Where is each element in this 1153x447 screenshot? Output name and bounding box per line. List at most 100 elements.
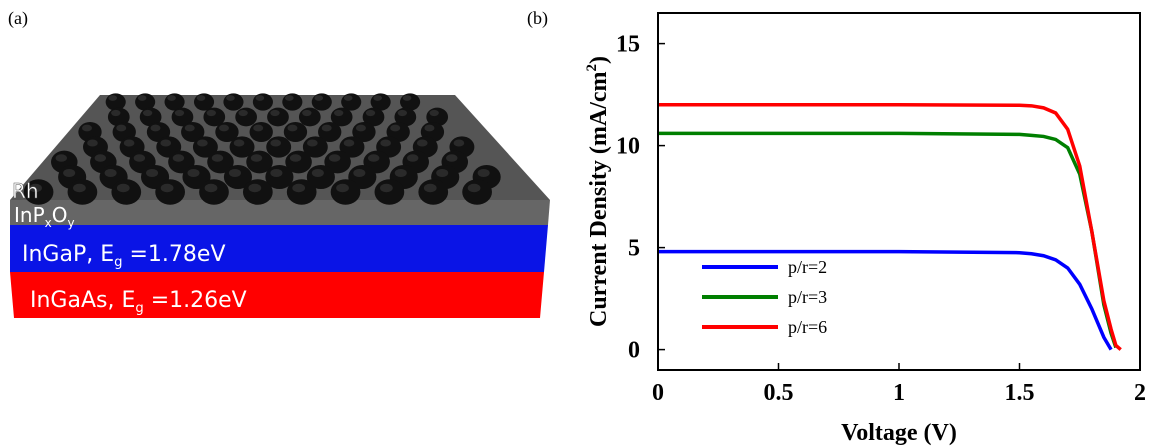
dome-highlight bbox=[380, 139, 391, 146]
x-tick-label: 0.5 bbox=[764, 380, 794, 406]
text-part: 2 bbox=[584, 64, 600, 72]
dome-highlight bbox=[105, 169, 117, 177]
dome bbox=[111, 179, 141, 204]
dome-highlight bbox=[197, 95, 206, 101]
dome bbox=[418, 179, 448, 204]
plot-frame bbox=[658, 13, 1140, 370]
dome-highlight bbox=[290, 154, 301, 162]
dome-highlight bbox=[234, 139, 245, 146]
dome-highlight bbox=[407, 154, 418, 162]
dome-highlight bbox=[353, 169, 365, 177]
text-part: InP bbox=[14, 203, 45, 227]
x-tick-label: 0 bbox=[652, 380, 664, 406]
dome-highlight bbox=[336, 184, 349, 192]
y-tick-label: 15 bbox=[616, 32, 640, 58]
dome-highlight bbox=[368, 154, 379, 162]
dome-highlight bbox=[380, 184, 393, 192]
dome-highlight bbox=[124, 139, 135, 146]
x-tick-label: 1.5 bbox=[1005, 380, 1035, 406]
dome bbox=[267, 108, 289, 127]
dome-highlight bbox=[173, 154, 184, 162]
panel-label: (b) bbox=[527, 8, 548, 29]
dome bbox=[155, 179, 185, 204]
text-part: g bbox=[114, 255, 122, 270]
dome-highlight bbox=[307, 139, 318, 146]
dome bbox=[266, 136, 291, 157]
dome bbox=[284, 122, 307, 142]
text-part: InGaP, E bbox=[22, 242, 114, 267]
dome-highlight bbox=[229, 169, 241, 177]
x-tick-label: 2 bbox=[1134, 380, 1146, 406]
dome-highlight bbox=[292, 184, 305, 192]
text-part: O bbox=[52, 203, 68, 227]
dome-highlight bbox=[161, 184, 174, 192]
dome-highlight bbox=[314, 95, 323, 101]
dome bbox=[199, 179, 229, 204]
dome-highlight bbox=[238, 110, 247, 116]
dome bbox=[250, 122, 273, 142]
dome-highlight bbox=[270, 169, 282, 177]
x-tick-label: 1 bbox=[893, 380, 905, 406]
dome-highlight bbox=[212, 154, 223, 162]
dome-highlight bbox=[253, 125, 263, 132]
dome-highlight bbox=[334, 110, 343, 116]
dome-highlight bbox=[329, 154, 340, 162]
y-tick-label: 10 bbox=[616, 134, 640, 160]
dome-highlight bbox=[398, 110, 407, 116]
dome-highlight bbox=[403, 95, 412, 101]
y-tick-label: 0 bbox=[628, 338, 640, 364]
dome-highlight bbox=[219, 125, 229, 132]
legend-label: p/r=3 bbox=[788, 287, 827, 307]
dome-highlight bbox=[373, 95, 382, 101]
dome-highlight bbox=[185, 125, 195, 132]
dome-highlight bbox=[424, 184, 437, 192]
data-line bbox=[658, 133, 1116, 347]
dome-highlight bbox=[366, 110, 375, 116]
dome-highlight bbox=[205, 184, 218, 192]
dome bbox=[375, 179, 405, 204]
dome-highlight bbox=[63, 169, 75, 177]
dome-highlight bbox=[73, 184, 86, 192]
x-axis-label: Voltage (V) bbox=[841, 420, 957, 446]
dome bbox=[287, 179, 317, 204]
dome bbox=[235, 108, 257, 127]
dome-highlight bbox=[82, 125, 92, 132]
dome-highlight bbox=[344, 139, 355, 146]
layer-label: InPxOy bbox=[14, 203, 75, 230]
oxide-layer bbox=[10, 200, 550, 225]
dome-highlight bbox=[356, 125, 366, 132]
dome-highlight bbox=[430, 110, 439, 116]
dome-highlight bbox=[344, 95, 353, 101]
legend-label: p/r=6 bbox=[788, 317, 827, 337]
y-axis-label: Current Density (mA/cm2) bbox=[584, 56, 612, 327]
dome-highlight bbox=[111, 110, 120, 116]
dome-highlight bbox=[175, 110, 184, 116]
panel-label: (a) bbox=[8, 8, 28, 29]
dome-highlight bbox=[134, 154, 145, 162]
dome-highlight bbox=[108, 95, 117, 101]
dome bbox=[299, 108, 321, 127]
dome bbox=[462, 179, 492, 204]
text-part: =1.78eV bbox=[123, 242, 226, 267]
data-line bbox=[658, 105, 1121, 350]
dome-highlight bbox=[150, 125, 160, 132]
dome-highlight bbox=[143, 110, 152, 116]
layer-label: Rh bbox=[12, 179, 39, 203]
dome-highlight bbox=[146, 169, 158, 177]
y-tick-label: 5 bbox=[628, 236, 640, 262]
text-part: =1.26eV bbox=[144, 288, 247, 313]
dome-highlight bbox=[302, 110, 311, 116]
text-part: g bbox=[135, 301, 143, 316]
dome-highlight bbox=[197, 139, 208, 146]
dome-highlight bbox=[395, 169, 407, 177]
dome-highlight bbox=[226, 95, 235, 101]
dome-highlight bbox=[436, 169, 448, 177]
dome-highlight bbox=[446, 154, 457, 162]
text-part: Current Density (mA/cm bbox=[586, 71, 612, 327]
text-part: InGaAs, E bbox=[30, 288, 135, 313]
text-part: x bbox=[45, 216, 52, 230]
dome-highlight bbox=[87, 139, 98, 146]
dome-highlight bbox=[270, 139, 281, 146]
dome-highlight bbox=[285, 95, 294, 101]
